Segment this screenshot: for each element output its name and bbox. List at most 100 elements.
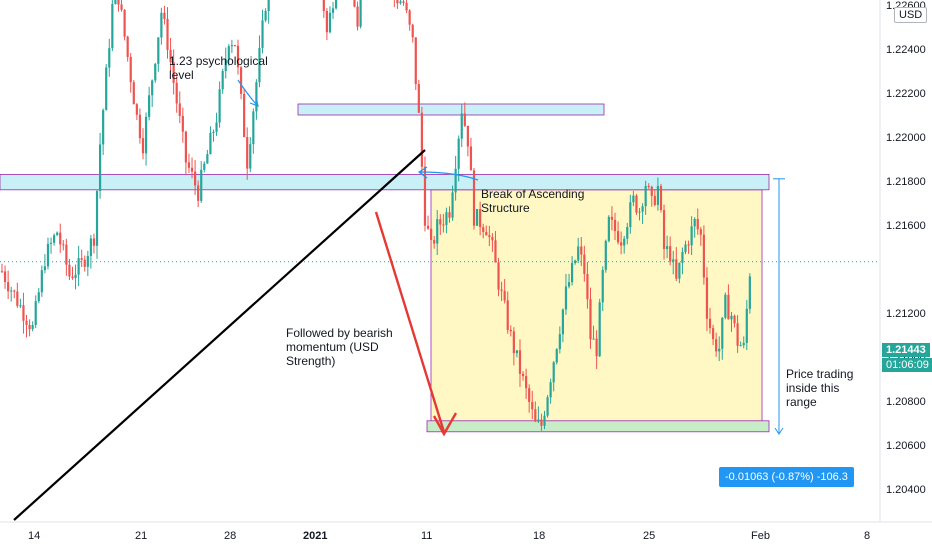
candle-up <box>328 12 332 33</box>
annotation-line: Break of Ascending <box>481 187 585 201</box>
candle-down <box>540 419 543 426</box>
candle-down <box>92 238 96 246</box>
candle-down <box>534 409 537 422</box>
candle-down <box>246 136 249 169</box>
candle-up <box>359 0 362 27</box>
candle-up <box>567 282 571 287</box>
candle-up <box>678 262 681 279</box>
candle-up <box>114 0 117 5</box>
candle-up <box>546 397 549 416</box>
candle-up <box>31 324 34 330</box>
candle-down <box>68 264 71 277</box>
candle-up <box>34 301 37 325</box>
candle-up <box>19 305 22 307</box>
candle-up <box>641 206 644 212</box>
candle-up <box>102 110 105 145</box>
candle-down <box>430 228 433 240</box>
price-tick-label: 1.21800 <box>886 176 926 189</box>
candle-up <box>739 345 742 347</box>
candle-up <box>475 209 479 226</box>
candle-down <box>586 274 589 300</box>
candle-up <box>206 154 209 164</box>
candle-down <box>172 62 175 83</box>
candle-down <box>3 271 7 283</box>
candle-up <box>549 382 552 398</box>
annotation-line: Price trading <box>786 367 854 381</box>
candle-down <box>80 258 83 260</box>
annotation-line: level <box>169 68 194 82</box>
candle-up <box>592 338 595 340</box>
candle-down <box>25 320 28 325</box>
price-tick-label: 1.22000 <box>886 132 926 145</box>
candle-down <box>662 210 666 250</box>
candle-down <box>193 171 197 186</box>
candle-down <box>420 112 424 167</box>
candle-down <box>396 0 399 4</box>
candle-down <box>525 376 528 389</box>
candle-up <box>200 169 203 201</box>
price-tick-label: 1.22400 <box>886 44 926 57</box>
candle-up <box>666 246 669 250</box>
candle-down <box>7 282 10 292</box>
candle-down <box>715 339 718 352</box>
time-tick-label: 14 <box>28 530 41 542</box>
candle-down <box>521 373 525 377</box>
annotation-range: Price trading inside this range <box>786 367 853 409</box>
candle-up <box>37 292 40 302</box>
candle-up <box>558 334 561 350</box>
time-tick-label: 8 <box>864 530 871 542</box>
annotation-psych-level: 1.23 psychological level <box>169 54 268 82</box>
candle-up <box>144 116 148 154</box>
candle-up <box>623 238 626 246</box>
price-tick-label: 1.20800 <box>886 396 926 409</box>
candle-down <box>141 138 145 154</box>
candle-up <box>267 0 270 11</box>
candle-down <box>518 350 522 374</box>
candle-down <box>28 324 31 330</box>
candle-down <box>233 45 237 47</box>
candle-down <box>485 231 488 236</box>
psych-pointer-arrow <box>237 79 257 105</box>
candle-down <box>163 12 166 19</box>
candle-up <box>215 122 218 132</box>
candle-down <box>500 289 503 291</box>
candle-down <box>675 259 678 279</box>
candle-down <box>687 244 690 246</box>
candle-up <box>108 48 111 68</box>
candle-up <box>629 202 632 228</box>
candle-down <box>178 103 181 116</box>
price-tick-label: 1.20600 <box>886 440 926 453</box>
candle-down <box>635 195 638 213</box>
candle-up <box>224 59 227 72</box>
candle-up <box>154 63 157 81</box>
candle-up <box>555 349 558 363</box>
candle-down <box>138 114 142 139</box>
candle-up <box>227 46 230 60</box>
candle-down <box>71 276 74 279</box>
candle-down <box>702 234 705 278</box>
bearish-arrow-shaft <box>374 211 446 433</box>
candle-up <box>261 20 264 48</box>
candle-up <box>552 362 555 383</box>
candle-down <box>699 229 702 235</box>
candle-down <box>243 93 246 137</box>
candle-down <box>132 82 135 105</box>
measure-arrow-head <box>774 427 784 435</box>
candle-up <box>53 235 56 243</box>
candle-up <box>684 244 687 253</box>
annotation-break: Break of Ascending Structure <box>481 187 584 215</box>
candle-down <box>16 291 19 306</box>
currency-badge[interactable]: USD <box>894 7 928 23</box>
bearish-arrow-head <box>432 412 458 437</box>
candle-up <box>98 144 102 191</box>
candle-down <box>696 219 699 230</box>
zone-122 <box>297 103 605 116</box>
candle-down <box>595 338 598 357</box>
candle-down <box>175 82 178 104</box>
grid-layer <box>0 0 932 523</box>
candle-down <box>472 170 476 226</box>
candle-down <box>62 244 65 246</box>
break-pointer-head <box>417 166 428 179</box>
